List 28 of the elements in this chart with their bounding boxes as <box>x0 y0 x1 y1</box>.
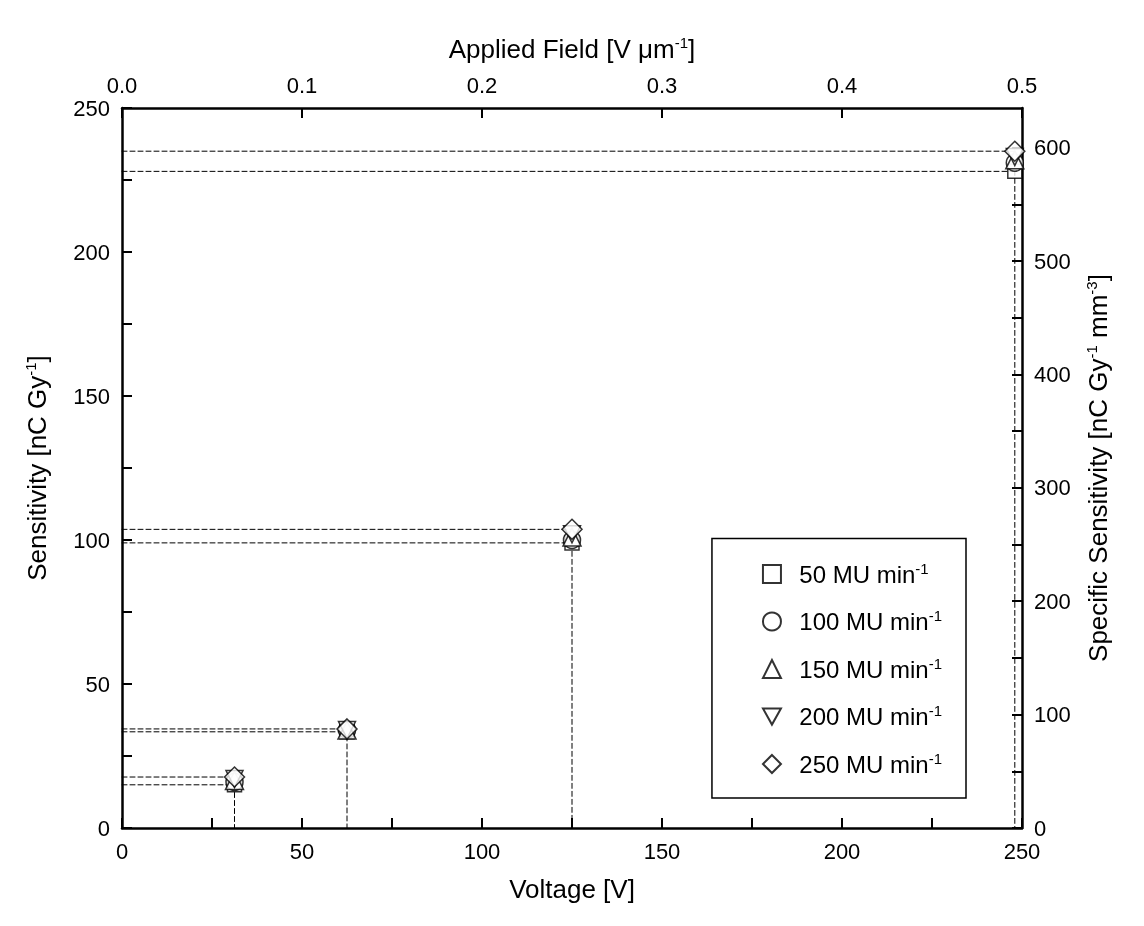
y-tick-label: 200 <box>73 239 110 265</box>
y-axis-title: Sensitivity [nC Gy-1] <box>21 355 52 581</box>
x2-tick-label: 0.4 <box>826 72 858 98</box>
y2-tick-label: 600 <box>1034 135 1071 161</box>
y2-tick-label: 200 <box>1034 588 1071 614</box>
y2-tick-label: 0 <box>1034 815 1047 841</box>
x2-tick-label: 0.2 <box>466 72 498 98</box>
y2-axis-title: Specific Sensitivity [nC Gy-1 mm-3] <box>1082 274 1113 662</box>
x-axis-title: Voltage [V] <box>509 874 635 904</box>
y2-tick-label: 300 <box>1034 475 1071 501</box>
y-tick-label: 250 <box>73 95 110 121</box>
y2-tick-label: 100 <box>1034 702 1071 728</box>
x-tick-label: 200 <box>823 838 861 864</box>
y2-tick-label: 500 <box>1034 248 1071 274</box>
y2-tick-label: 400 <box>1034 361 1071 387</box>
x-tick-label: 0 <box>115 838 129 864</box>
y-tick-label: 50 <box>85 671 110 697</box>
x2-tick-label: 0.0 <box>106 72 138 98</box>
x-tick-label: 250 <box>1003 838 1041 864</box>
x2-tick-label: 0.5 <box>1006 72 1038 98</box>
x2-tick-label: 0.1 <box>286 72 318 98</box>
x2-tick-label: 0.3 <box>646 72 678 98</box>
x-tick-label: 50 <box>289 838 315 864</box>
x-tick-label: 100 <box>463 838 501 864</box>
y-tick-label: 100 <box>73 527 110 553</box>
y-tick-label: 0 <box>97 815 110 841</box>
x-tick-label: 150 <box>643 838 681 864</box>
y-tick-label: 150 <box>73 383 110 409</box>
